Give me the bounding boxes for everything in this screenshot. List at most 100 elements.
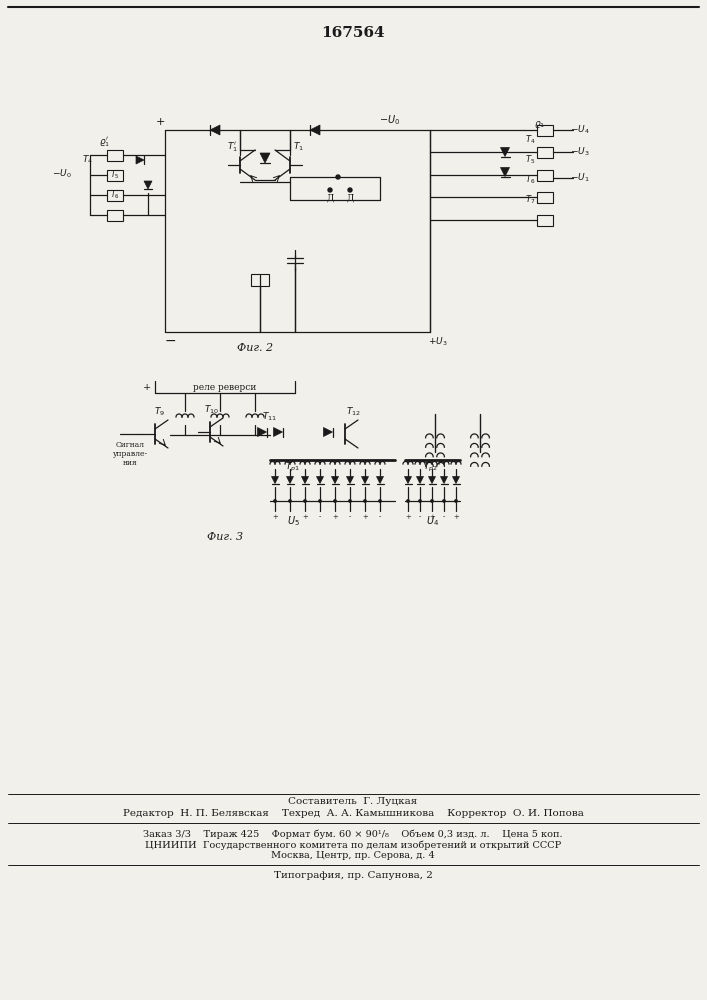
Bar bbox=[537, 146, 553, 157]
Text: $T_4$: $T_4$ bbox=[83, 154, 93, 166]
Text: $T_5$: $T_5$ bbox=[525, 154, 535, 166]
Circle shape bbox=[336, 175, 340, 179]
Polygon shape bbox=[260, 153, 270, 163]
Polygon shape bbox=[310, 125, 320, 135]
Text: ЦНИИПИ  Государственного комитета по делам изобретений и открытий СССР: ЦНИИПИ Государственного комитета по дела… bbox=[145, 840, 561, 850]
Bar bbox=[537, 192, 553, 202]
Circle shape bbox=[328, 188, 332, 192]
Polygon shape bbox=[361, 477, 368, 484]
Text: -: - bbox=[319, 513, 321, 521]
Text: $T_4$: $T_4$ bbox=[525, 134, 535, 146]
Bar bbox=[107, 149, 123, 160]
Polygon shape bbox=[377, 477, 383, 484]
Circle shape bbox=[349, 500, 351, 502]
Text: +: + bbox=[156, 117, 165, 127]
Text: $-U_0$: $-U_0$ bbox=[52, 168, 72, 180]
Circle shape bbox=[319, 500, 321, 502]
Text: +: + bbox=[405, 513, 411, 521]
Text: $T_{10}$: $T_{10}$ bbox=[204, 404, 220, 416]
Text: 167564: 167564 bbox=[321, 26, 385, 40]
Circle shape bbox=[334, 500, 337, 502]
Polygon shape bbox=[144, 181, 152, 189]
Circle shape bbox=[304, 500, 306, 502]
Circle shape bbox=[379, 500, 381, 502]
Text: Москва, Центр, пр. Серова, д. 4: Москва, Центр, пр. Серова, д. 4 bbox=[271, 850, 435, 859]
Circle shape bbox=[443, 500, 445, 502]
Circle shape bbox=[274, 500, 276, 502]
Text: $-U_4$: $-U_4$ bbox=[570, 124, 590, 136]
Bar bbox=[107, 169, 123, 180]
Polygon shape bbox=[271, 477, 279, 484]
Text: $T_1$: $T_1$ bbox=[293, 141, 303, 153]
Circle shape bbox=[419, 500, 421, 502]
Bar bbox=[107, 190, 123, 200]
Polygon shape bbox=[416, 477, 423, 484]
Text: Фиг. 2: Фиг. 2 bbox=[237, 343, 273, 353]
Text: $U_4$: $U_4$ bbox=[426, 514, 440, 528]
Text: -: - bbox=[289, 513, 291, 521]
Polygon shape bbox=[404, 477, 411, 484]
Text: Типография, пр. Сапунова, 2: Типография, пр. Сапунова, 2 bbox=[274, 870, 433, 880]
Bar bbox=[537, 215, 553, 226]
Circle shape bbox=[364, 500, 366, 502]
Bar bbox=[537, 169, 553, 180]
Text: -: - bbox=[379, 513, 381, 521]
Circle shape bbox=[431, 500, 433, 502]
Circle shape bbox=[288, 500, 291, 502]
Polygon shape bbox=[452, 477, 460, 484]
Text: $-$: $-$ bbox=[164, 333, 176, 347]
Text: -: - bbox=[443, 513, 445, 521]
Text: Д: Д bbox=[346, 194, 354, 202]
Polygon shape bbox=[428, 477, 436, 484]
Text: $T_5$: $T_5$ bbox=[110, 169, 119, 181]
Text: $T_6$: $T_6$ bbox=[110, 189, 120, 201]
Circle shape bbox=[348, 188, 352, 192]
Polygon shape bbox=[440, 477, 448, 484]
Text: +: + bbox=[429, 513, 435, 521]
Text: $T_{p1}$: $T_{p1}$ bbox=[284, 460, 300, 474]
Text: $T_{p2}$: $T_{p2}$ bbox=[423, 460, 438, 474]
Polygon shape bbox=[324, 428, 332, 436]
Text: Д: Д bbox=[327, 194, 334, 202]
Text: $\varrho_1$: $\varrho_1$ bbox=[534, 119, 546, 130]
Text: +: + bbox=[272, 513, 278, 521]
Text: Сигнал
управле-
ния: Сигнал управле- ния bbox=[112, 441, 148, 467]
Text: $T_9$: $T_9$ bbox=[154, 406, 165, 418]
Circle shape bbox=[407, 500, 409, 502]
Text: +: + bbox=[362, 513, 368, 521]
Polygon shape bbox=[501, 167, 510, 176]
Text: Редактор  Н. П. Белявская    Техред  А. А. Камышникова    Корректор  О. И. Попов: Редактор Н. П. Белявская Техред А. А. Ка… bbox=[122, 810, 583, 818]
Polygon shape bbox=[346, 477, 354, 484]
Text: -: - bbox=[419, 513, 421, 521]
Text: Составитель  Г. Луцкая: Составитель Г. Луцкая bbox=[288, 798, 418, 806]
Polygon shape bbox=[257, 428, 267, 436]
Text: $T_6$: $T_6$ bbox=[525, 174, 535, 186]
Text: +: + bbox=[453, 513, 459, 521]
Polygon shape bbox=[501, 147, 510, 156]
Text: реле реверси: реле реверси bbox=[193, 382, 257, 391]
Text: +: + bbox=[332, 513, 338, 521]
Text: +: + bbox=[143, 382, 151, 391]
Text: -: - bbox=[349, 513, 351, 521]
Polygon shape bbox=[286, 477, 293, 484]
Text: +: + bbox=[302, 513, 308, 521]
Polygon shape bbox=[210, 125, 220, 135]
Text: $T_{11}$: $T_{11}$ bbox=[262, 411, 278, 423]
Text: $+U_3$: $+U_3$ bbox=[428, 336, 448, 348]
Bar bbox=[251, 274, 269, 286]
Text: Заказ 3/3    Тираж 425    Формат бум. 60 × 90¹/₈    Объем 0,3 изд. л.    Цена 5 : Заказ 3/3 Тираж 425 Формат бум. 60 × 90¹… bbox=[144, 829, 563, 839]
Polygon shape bbox=[332, 477, 339, 484]
Text: $T_1'$: $T_1'$ bbox=[226, 140, 238, 154]
Polygon shape bbox=[136, 156, 144, 164]
Text: $T_{12}$: $T_{12}$ bbox=[346, 406, 361, 418]
Text: $-U_1$: $-U_1$ bbox=[570, 172, 590, 184]
Text: $-U_0$: $-U_0$ bbox=[380, 113, 401, 127]
Text: $U_5$: $U_5$ bbox=[286, 514, 300, 528]
Text: $-U_3$: $-U_3$ bbox=[570, 146, 590, 158]
Text: $T_7$: $T_7$ bbox=[525, 194, 535, 206]
Text: $\varrho_1'$: $\varrho_1'$ bbox=[100, 135, 110, 149]
Circle shape bbox=[455, 500, 457, 502]
Polygon shape bbox=[317, 477, 324, 484]
Bar bbox=[107, 210, 123, 221]
Polygon shape bbox=[274, 428, 283, 436]
